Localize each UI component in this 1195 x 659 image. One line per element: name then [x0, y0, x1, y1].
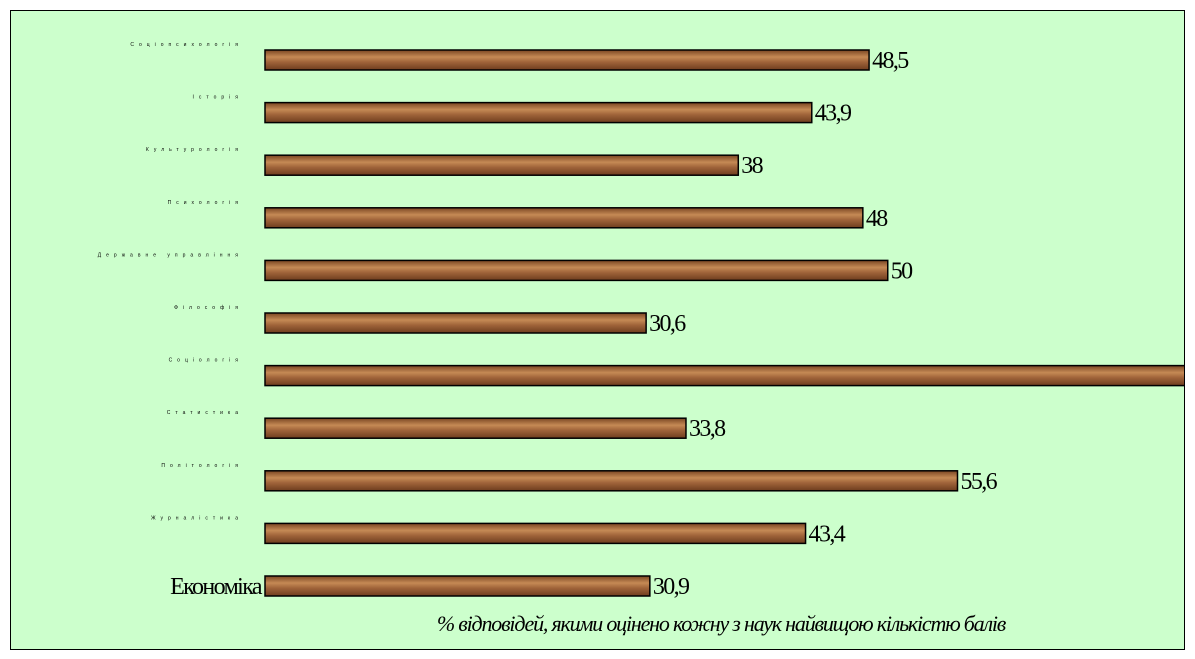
- bar: [264, 49, 870, 71]
- category-label: Філософія: [174, 305, 243, 311]
- bar: [264, 207, 864, 229]
- value-label: 48,5: [872, 48, 909, 74]
- value-label: 43,9: [815, 101, 852, 127]
- bar: [264, 522, 807, 545]
- category-label: Статистика: [167, 410, 243, 416]
- bar: [264, 154, 740, 176]
- value-label: 43,4: [809, 521, 846, 547]
- category-label: Журналістика: [151, 515, 243, 521]
- bar: [264, 101, 813, 124]
- bar-chart: Соціопсихологія Історія Культурологія Психо…: [98, 42, 1184, 636]
- category-label: Психологія: [168, 200, 243, 206]
- category-label: Історія: [192, 95, 243, 101]
- category-label: Соціопсихологія: [130, 42, 243, 48]
- category-label: Політологія: [161, 463, 243, 469]
- bar: [264, 364, 1184, 387]
- value-label: 30,9: [653, 574, 690, 600]
- value-label: 30,6: [649, 311, 686, 337]
- value-label: 38: [741, 153, 763, 179]
- bar: [264, 259, 889, 282]
- bar: [264, 470, 959, 492]
- bar: [264, 312, 647, 334]
- value-label: 55,6: [960, 469, 997, 495]
- chart-area: Соціопсихологія Історія Культурологія Психо…: [10, 10, 1185, 650]
- x-axis-title: % відповідей, якими оцінено кожну з наук…: [437, 611, 1007, 636]
- value-label: 50: [891, 258, 913, 284]
- category-label: Культурологія: [146, 147, 243, 153]
- bars-layer: [264, 49, 1184, 597]
- bar: [264, 417, 687, 439]
- bar: [264, 575, 651, 597]
- category-label: Економіка: [170, 574, 263, 600]
- value-label: 48: [866, 206, 888, 232]
- category-labels: Соціопсихологія Історія Культурологія Психо…: [98, 42, 265, 600]
- category-label: Соціологія: [169, 358, 243, 364]
- category-label: Державне управління: [98, 252, 243, 258]
- value-label: 33,8: [689, 416, 726, 442]
